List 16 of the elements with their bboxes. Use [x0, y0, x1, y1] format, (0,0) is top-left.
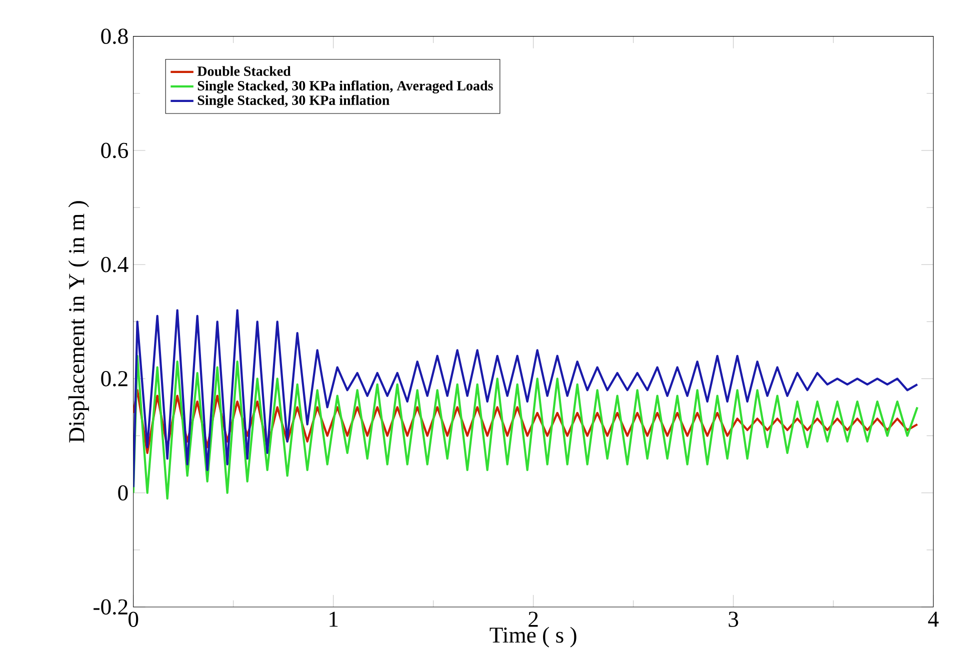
legend-label: Single Stacked, 30 KPa inflation, Averaged Loads: [198, 80, 493, 94]
legend-label: Single Stacked, 30 KPa inflation: [198, 95, 390, 108]
x-tick-label: 0: [128, 612, 138, 627]
y-tick-label: 0.8: [101, 28, 128, 44]
y-tick-label: -0.2: [94, 599, 128, 615]
y-tick-label: 0: [118, 485, 128, 501]
y-tick-label: 0.4: [101, 256, 128, 272]
x-tick-label: 1: [330, 612, 338, 627]
y-tick-label: 0.6: [101, 142, 128, 158]
y-axis-title: Displacement in Y ( in m ): [68, 201, 89, 442]
legend-label: Double Stacked: [197, 66, 291, 76]
x-tick-label: 3: [728, 612, 738, 627]
x-axis-title: Time ( s ): [490, 626, 576, 648]
x-tick-label: 4: [928, 612, 939, 627]
y-tick-label: 0.2: [101, 371, 128, 386]
x-tick-label: 2: [528, 612, 538, 627]
